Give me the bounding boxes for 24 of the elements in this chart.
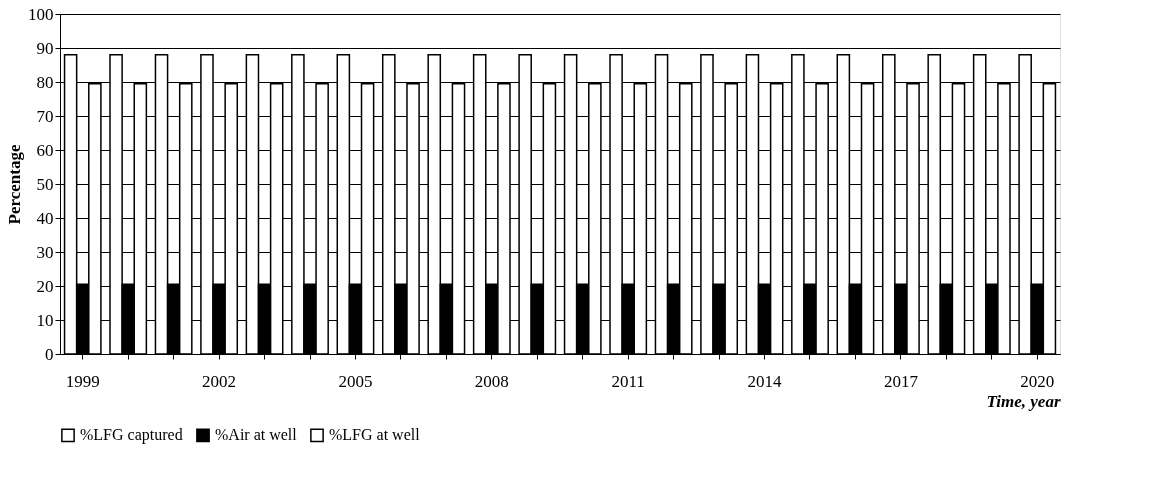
x-tick-label: 2011	[611, 371, 645, 391]
y-tick-label: 20	[36, 276, 54, 296]
y-tick-label: 40	[36, 208, 54, 228]
y-tick-label: 30	[36, 242, 54, 262]
x-axis-title: Time, year	[986, 391, 1061, 411]
x-tick-label: 2017	[883, 371, 919, 391]
y-tick-label: 100	[28, 4, 54, 24]
y-tick-label: 10	[36, 310, 54, 330]
y-tick-label: 70	[36, 106, 54, 126]
y-tick-label: 90	[36, 38, 54, 58]
legend-label: %LFG captured	[80, 426, 183, 445]
x-tick-label: 1999	[65, 371, 100, 391]
legend-label: %Air at well	[215, 426, 298, 444]
x-tick-label: 2014	[747, 371, 783, 391]
x-tick-label: 2020	[1020, 371, 1055, 391]
y-tick-label: 50	[36, 174, 54, 194]
y-tick-label: 0	[45, 344, 54, 364]
y-tick-label: 80	[36, 72, 54, 92]
legend-label: %LFG at well	[329, 426, 421, 444]
x-tick-label: 2008	[474, 371, 509, 391]
y-tick-label: 60	[36, 140, 54, 160]
x-tick-label: 2005	[338, 371, 373, 391]
x-tick-label: 2002	[202, 371, 237, 391]
y-axis-title: Percentage	[5, 144, 24, 225]
